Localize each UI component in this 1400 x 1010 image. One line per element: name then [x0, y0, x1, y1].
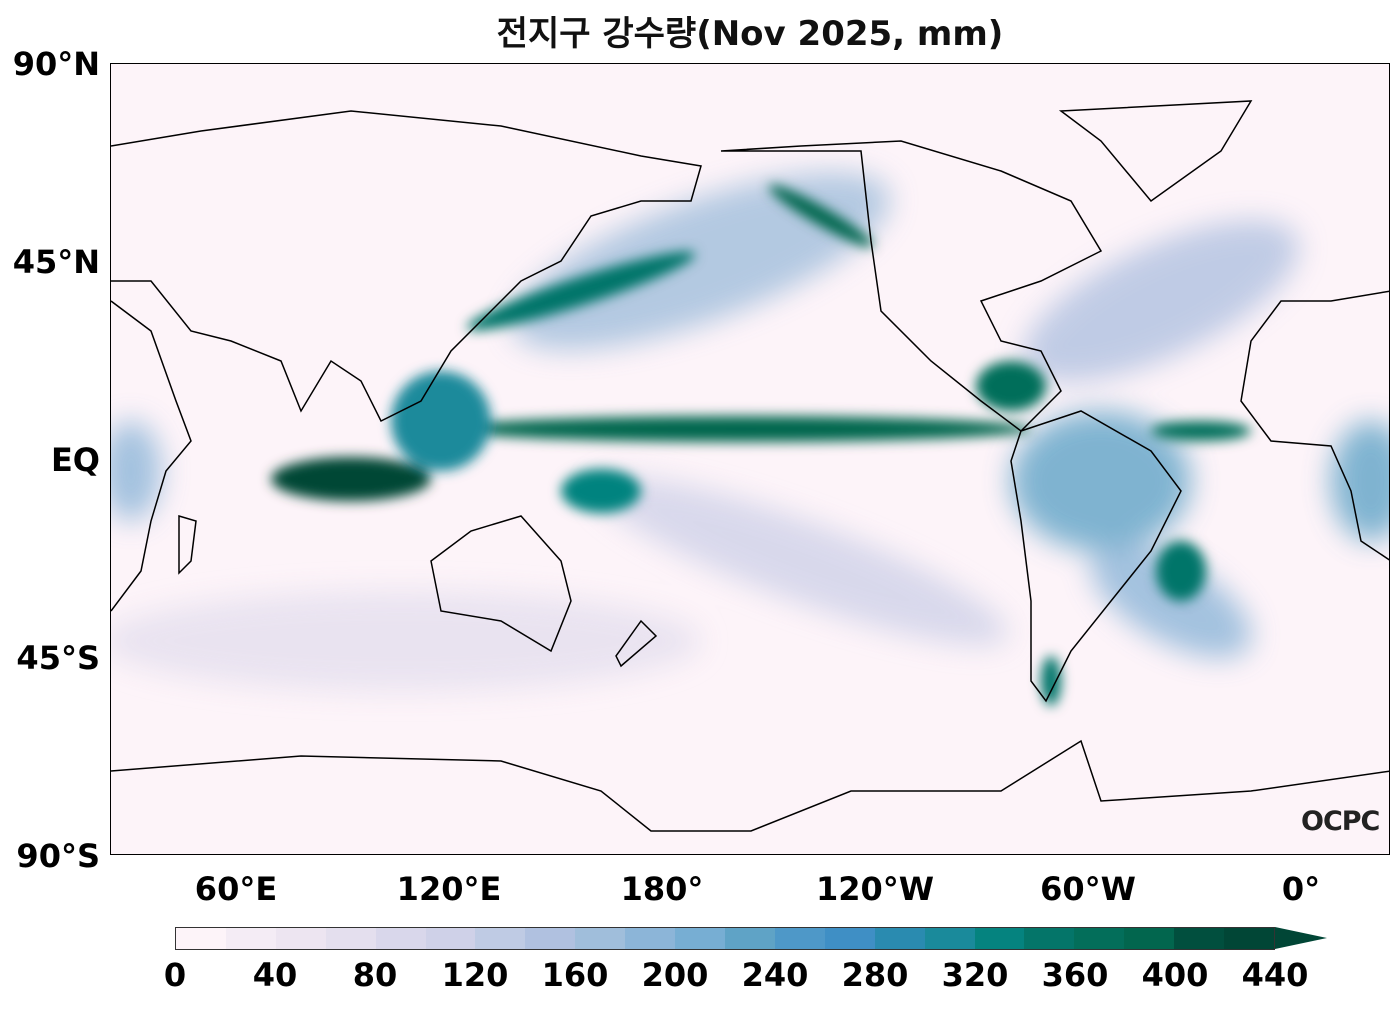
- colorbar-bin: [1174, 928, 1225, 949]
- y-tick-45n: 45°N: [12, 243, 100, 281]
- colorbar-bin: [225, 928, 276, 949]
- colorbar-bin: [575, 928, 626, 949]
- colorbar-tick-label: 160: [541, 956, 609, 994]
- y-tick-90s: 90°S: [16, 837, 100, 875]
- colorbar-bin: [774, 928, 825, 949]
- colorbar-bin: [675, 928, 725, 949]
- colorbar-tick-label: 80: [352, 956, 398, 994]
- colorbar-bin: [425, 928, 476, 949]
- colorbar-bin: [475, 928, 526, 949]
- colorbar-extend-arrow: [1275, 927, 1327, 949]
- colorbar-bin: [1074, 928, 1125, 949]
- x-tick-180: 180°: [620, 870, 704, 908]
- coastlines: [111, 100, 1389, 832]
- x-tick-60e: 60°E: [194, 870, 278, 908]
- y-tick-90n: 90°N: [12, 45, 100, 83]
- colorbar-bin: [176, 928, 226, 949]
- x-tick-120e: 120°E: [396, 870, 502, 908]
- colorbar-bin: [824, 928, 875, 949]
- colorbar-tick-label: 440: [1241, 956, 1309, 994]
- colorbar-bin: [325, 928, 376, 949]
- colorbar-bin: [525, 928, 576, 949]
- colorbar-bin: [924, 928, 975, 949]
- colorbar: [175, 927, 1275, 950]
- x-tick-60w: 60°W: [1040, 870, 1136, 908]
- y-tick-45s: 45°S: [16, 639, 100, 677]
- colorbar-bin: [724, 928, 775, 949]
- colorbar-bin: [1224, 928, 1274, 949]
- colorbar-bin: [874, 928, 925, 949]
- precipitation-map: OCPC: [110, 63, 1390, 855]
- x-tick-0: 0°: [1281, 870, 1321, 908]
- colorbar-tick-label: 280: [841, 956, 909, 994]
- map-canvas: [111, 100, 1389, 832]
- y-tick-eq: EQ: [50, 441, 100, 479]
- colorbar-bin: [625, 928, 676, 949]
- colorbar-bin: [275, 928, 326, 949]
- colorbar-tick-label: 320: [941, 956, 1009, 994]
- rain-field: [111, 172, 1389, 706]
- colorbar-tick-label: 360: [1041, 956, 1109, 994]
- ocpc-logo: OCPC: [1301, 806, 1380, 837]
- colorbar-tick-label: 0: [163, 956, 187, 994]
- x-tick-120w: 120°W: [815, 870, 935, 908]
- chart-title: 전지구 강수량(Nov 2025, mm): [496, 14, 1004, 54]
- colorbar-bin: [1024, 928, 1075, 949]
- colorbar-tick-label: 120: [441, 956, 509, 994]
- colorbar-bin: [1124, 928, 1175, 949]
- colorbar-tick-label: 200: [641, 956, 709, 994]
- colorbar-tick-label: 40: [252, 956, 298, 994]
- colorbar-tick-label: 400: [1141, 956, 1209, 994]
- colorbar-tick-label: 240: [741, 956, 809, 994]
- colorbar-bin: [974, 928, 1025, 949]
- colorbar-bin: [375, 928, 426, 949]
